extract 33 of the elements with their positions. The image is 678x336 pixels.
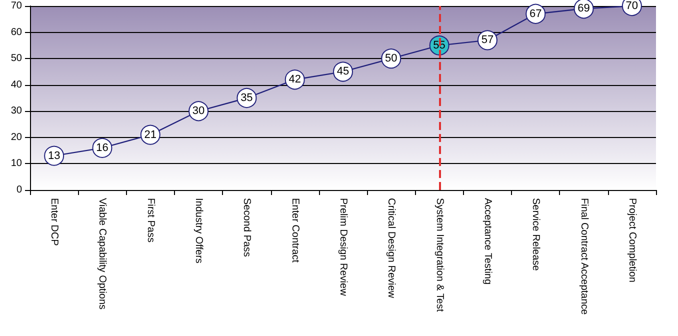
data-label: 21 [144,128,157,141]
data-label: 13 [48,150,60,162]
y-tick-label: 0 [16,184,22,196]
data-label: 67 [529,8,542,20]
y-tick-label: 70 [10,0,22,12]
x-tick-label: Enter Contract [289,198,300,263]
data-label: 57 [481,34,494,46]
x-tick-label: Industry Offers [193,198,204,264]
data-label: 50 [385,52,398,65]
x-tick-label: Enter DCP [48,198,60,246]
x-tick-label: Project Completion [626,198,638,282]
x-tick-label: Second Pass [241,198,252,257]
x-tick-label: Viable Capability Options [96,198,108,310]
y-tick-label: 50 [10,53,22,64]
x-tick-label: System Integration & Test [434,198,445,312]
x-tick-label: First Pass [144,198,156,242]
y-tick-label: 10 [10,158,22,170]
y-tick-label: 40 [10,79,22,90]
x-tick-label: Final Contract Acceptance [578,198,590,316]
x-tick-label: Prelim Design Review [338,198,348,297]
x-tick-label: Critical Design Review [386,198,397,299]
x-tick-label: Acceptance Testing [482,198,493,285]
data-label: 35 [240,92,253,104]
data-label: 70 [626,0,638,12]
y-tick-label: 60 [10,26,22,38]
data-label: 30 [192,105,205,118]
y-tick-label: 20 [10,132,22,143]
data-label: 45 [336,66,350,78]
x-tick-label: Service Release [530,198,542,272]
data-label: 16 [96,142,108,154]
data-label: 69 [578,2,590,15]
data-label: 42 [288,74,301,86]
y-tick-label: 30 [10,106,22,117]
